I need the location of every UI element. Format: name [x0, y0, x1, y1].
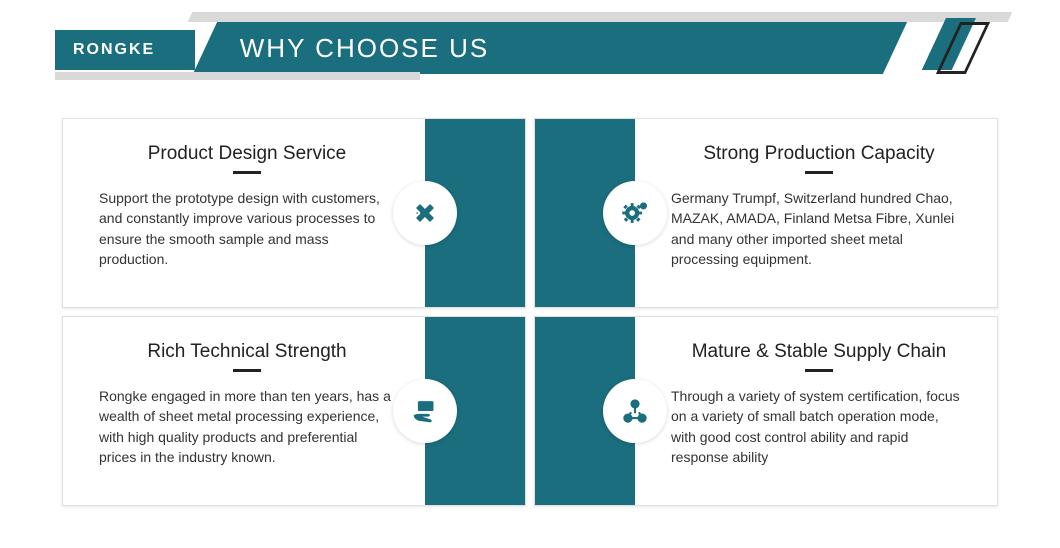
card-text: Strong Production Capacity Germany Trump… [635, 119, 997, 307]
card-underline [805, 369, 833, 372]
card-icon-column [535, 317, 635, 505]
title-bar: WHY CHOOSE US [193, 22, 907, 74]
ruler-pencil-icon [408, 196, 442, 230]
icon-circle [603, 181, 667, 245]
card-icon-column [425, 119, 525, 307]
gray-stripe-top [188, 12, 1013, 22]
card-underline [805, 171, 833, 174]
gears-icon [618, 196, 652, 230]
card-title: Strong Production Capacity [671, 143, 967, 165]
card-text: Rich Technical Strength Rongke engaged i… [63, 317, 425, 505]
icon-circle [393, 181, 457, 245]
card-text: Mature & Stable Supply Chain Through a v… [635, 317, 997, 505]
card-icon-column [535, 119, 635, 307]
card-text: Product Design Service Support the proto… [63, 119, 425, 307]
brand-tab: RONGKE [55, 30, 195, 70]
card-icon-column [425, 317, 525, 505]
card-title: Product Design Service [99, 143, 395, 165]
card-underline [233, 369, 261, 372]
card-body: Through a variety of system certificatio… [671, 386, 967, 467]
page-title: WHY CHOOSE US [240, 33, 489, 64]
card-product-design: Product Design Service Support the proto… [62, 118, 526, 308]
cards-grid: Product Design Service Support the proto… [62, 118, 998, 506]
card-body: Support the prototype design with custom… [99, 188, 395, 269]
brand-label: RONGKE [73, 41, 155, 59]
card-production-capacity: Strong Production Capacity Germany Trump… [534, 118, 998, 308]
hand-card-icon [408, 394, 442, 428]
header-banner: RONGKE WHY CHOOSE US [0, 0, 1060, 80]
card-supply-chain: Mature & Stable Supply Chain Through a v… [534, 316, 998, 506]
card-title: Rich Technical Strength [99, 341, 395, 363]
card-title: Mature & Stable Supply Chain [671, 341, 967, 363]
card-body: Germany Trumpf, Switzerland hundred Chao… [671, 188, 967, 269]
header-decoration [908, 22, 1002, 74]
icon-circle [603, 379, 667, 443]
nodes-icon [618, 394, 652, 428]
icon-circle [393, 379, 457, 443]
card-underline [233, 171, 261, 174]
card-body: Rongke engaged in more than ten years, h… [99, 386, 395, 467]
card-technical-strength: Rich Technical Strength Rongke engaged i… [62, 316, 526, 506]
gray-stripe-bottom [55, 72, 420, 80]
